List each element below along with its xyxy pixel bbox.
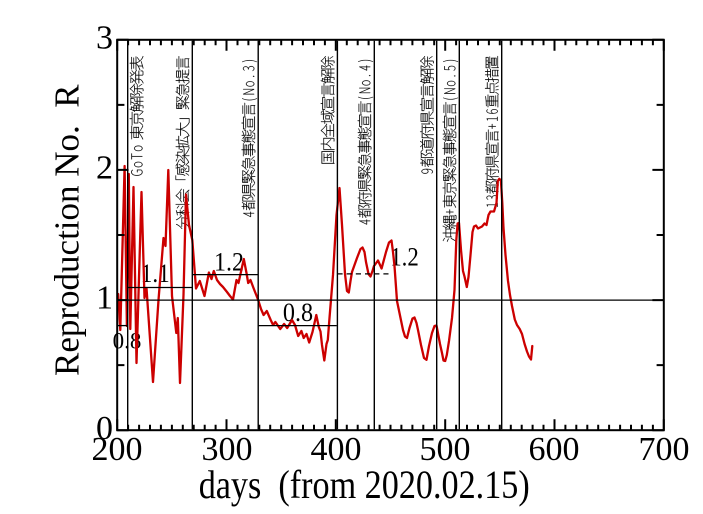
svg-text:3: 3 [96, 20, 113, 57]
svg-text:days (from 2020.02.15): days (from 2020.02.15) [199, 464, 530, 508]
svg-text:2: 2 [96, 150, 113, 187]
svg-text:1: 1 [96, 280, 113, 317]
svg-text:600: 600 [529, 431, 580, 468]
svg-text:700: 700 [639, 431, 690, 468]
svg-text:1.2: 1.2 [214, 249, 244, 277]
svg-text:500: 500 [420, 431, 471, 468]
svg-text:Reproduction No. R: Reproduction No. R [48, 84, 87, 376]
svg-text:0: 0 [96, 410, 113, 447]
svg-text:200: 200 [92, 431, 143, 468]
svg-text:300: 300 [202, 431, 253, 468]
svg-text:1.1: 1.1 [141, 260, 170, 289]
svg-text:400: 400 [311, 431, 362, 468]
svg-text:0.8: 0.8 [283, 299, 313, 327]
